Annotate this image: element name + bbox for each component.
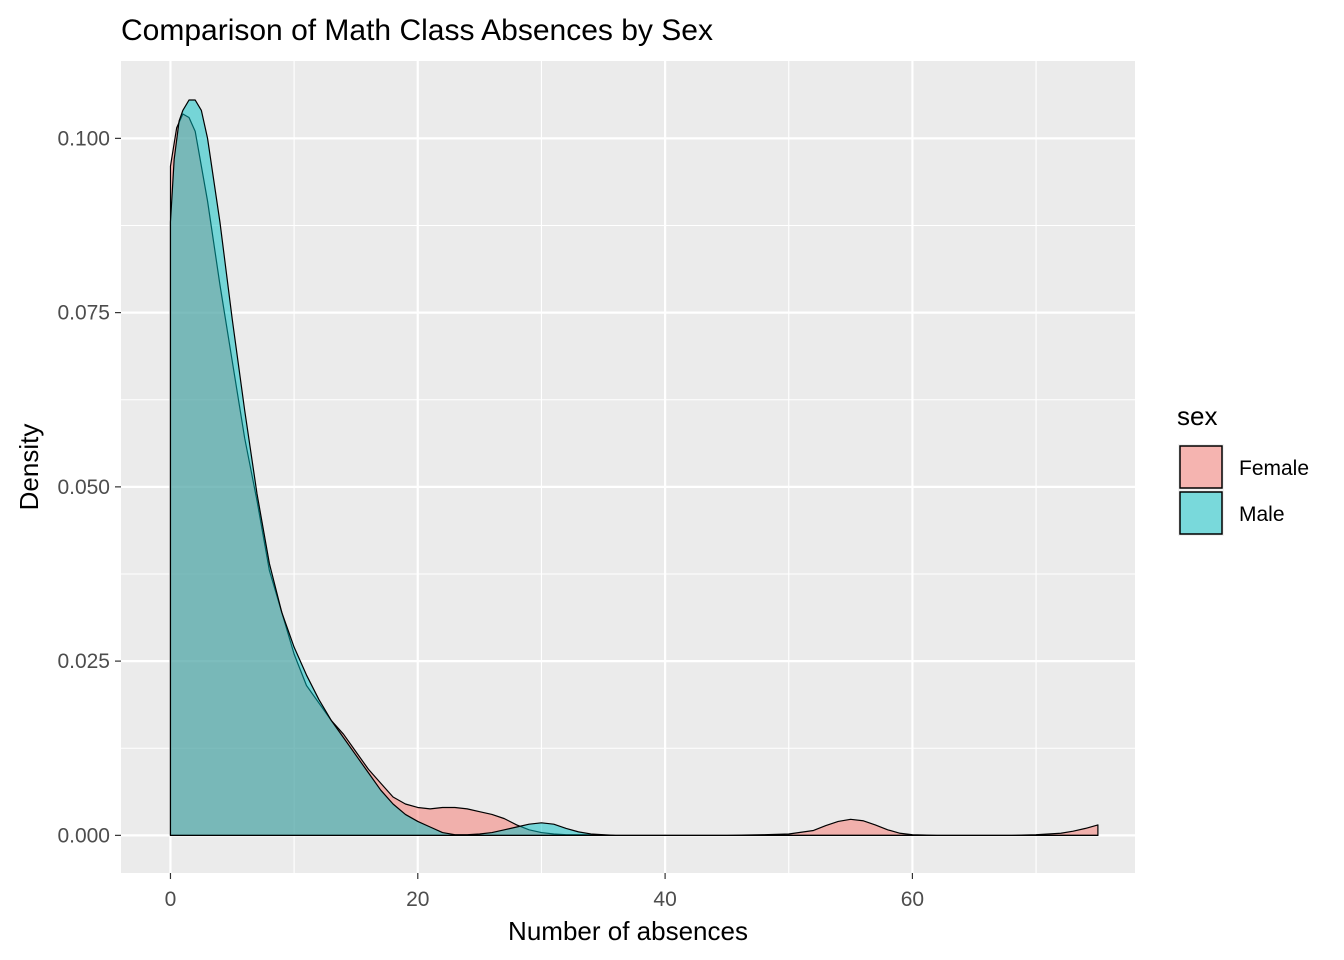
y-tick-label: 0.000 bbox=[57, 824, 110, 847]
x-tick-label: 60 bbox=[901, 888, 924, 911]
axes: 0 20 40 60 0.000 0.025 0.050 0.075 0.100 bbox=[57, 127, 924, 911]
y-axis-title: Density bbox=[14, 424, 44, 511]
legend-title: sex bbox=[1177, 401, 1217, 431]
legend: sex Female Male bbox=[1177, 401, 1309, 536]
x-axis-title: Number of absences bbox=[508, 916, 748, 946]
legend-label-female: Female bbox=[1239, 457, 1309, 480]
legend-swatch-female bbox=[1179, 445, 1223, 489]
chart-title: Comparison of Math Class Absences by Sex bbox=[121, 14, 713, 47]
x-tick-label: 0 bbox=[165, 888, 177, 911]
y-tick-label: 0.025 bbox=[57, 650, 110, 673]
legend-swatch-male bbox=[1179, 491, 1223, 535]
y-tick-label: 0.075 bbox=[57, 302, 110, 325]
y-tick-label: 0.100 bbox=[57, 127, 110, 150]
density-area-male bbox=[169, 99, 1099, 836]
x-tick-label: 20 bbox=[406, 888, 429, 911]
density-series bbox=[169, 99, 1099, 836]
legend-label-male: Male bbox=[1239, 503, 1285, 526]
x-tick-label: 40 bbox=[653, 888, 676, 911]
y-tick-label: 0.050 bbox=[57, 476, 110, 499]
